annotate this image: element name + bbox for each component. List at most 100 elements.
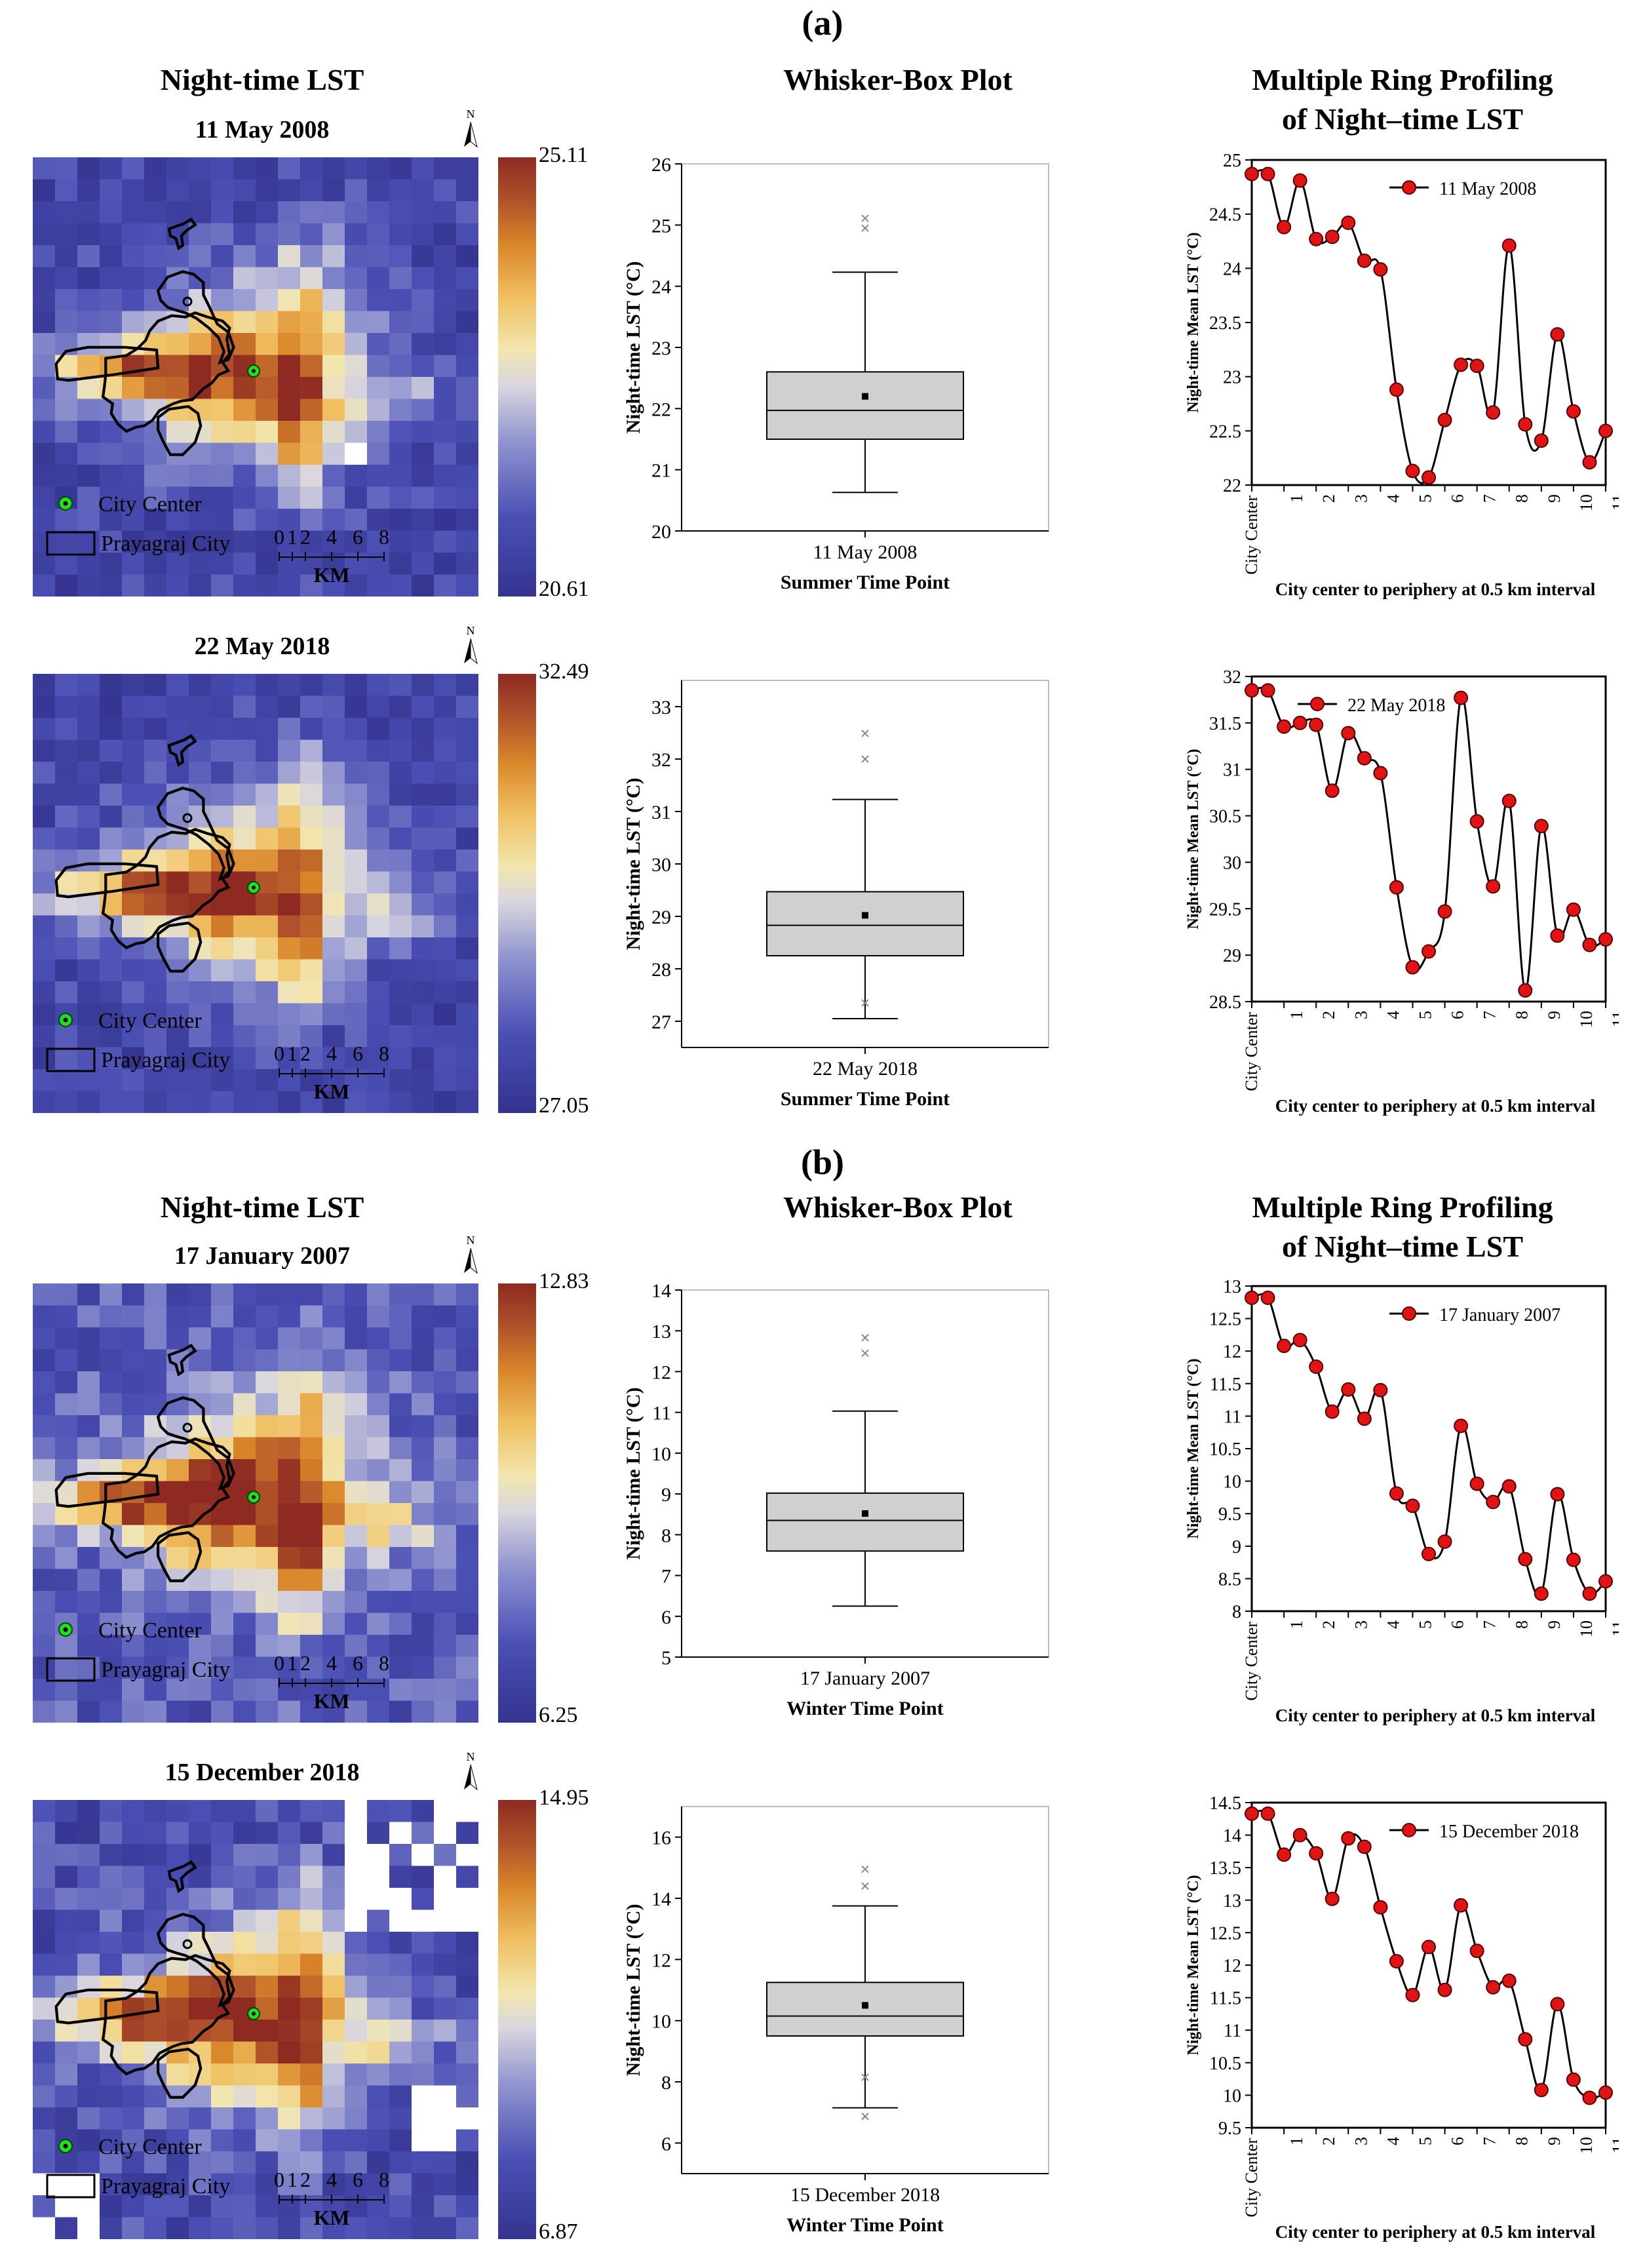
lst-cell [367, 311, 390, 334]
ring-header-line2: of Night–time LST [1282, 1230, 1523, 1263]
lst-cell [434, 1003, 457, 1026]
lst-cell [345, 465, 368, 488]
data-point [1357, 751, 1372, 766]
lst-cell [256, 893, 279, 916]
lst-cell [211, 245, 234, 268]
lst-cell [211, 718, 234, 741]
lst-cell [278, 486, 301, 509]
lst-cell [144, 806, 167, 829]
lst-cell [300, 201, 323, 224]
lst-cell [256, 223, 279, 246]
lst-cell [100, 1822, 123, 1845]
lst-cell [389, 674, 412, 697]
section-a-label: (a) [802, 3, 843, 43]
lst-cell [256, 289, 279, 312]
lst-cell [122, 1069, 145, 1092]
lst-cell [434, 2020, 457, 2043]
lst-cell [412, 355, 435, 378]
lst-cell [122, 1700, 145, 1723]
lst-cell [55, 915, 78, 938]
lst-cell [256, 850, 279, 872]
lst-cell [322, 1953, 345, 1976]
lst-cell [456, 674, 478, 697]
lst-cell [278, 1844, 301, 1867]
mean-marker [862, 912, 868, 919]
lst-cell [300, 2041, 323, 2064]
box-iqr [766, 1982, 964, 2037]
scale-tick-label: 1 [287, 525, 298, 549]
scale-tick-label: 2 [300, 1042, 311, 1065]
lst-cell [166, 937, 189, 960]
lst-cell [456, 937, 478, 960]
lst-cell [55, 1844, 78, 1867]
lst-cell [233, 1437, 256, 1460]
lst-cell [300, 1305, 323, 1328]
lst-cell [345, 1953, 368, 1976]
data-point [1534, 433, 1549, 448]
lst-cell [55, 1800, 78, 1823]
lst-cell [256, 1953, 279, 1976]
lst-cell [144, 574, 167, 596]
lst-cell [55, 1569, 78, 1592]
lst-cell [322, 1069, 345, 1092]
lst-cell [367, 827, 390, 850]
y-tick-label: 28.5 [1209, 992, 1241, 1013]
y-tick-label: 30 [1223, 853, 1241, 873]
lst-cell [300, 486, 323, 509]
lst-cell [55, 2195, 78, 2218]
lst-cell [389, 1909, 412, 1932]
lst-cell [211, 1888, 234, 1911]
lst-cell [367, 1888, 390, 1911]
lst-cell [300, 223, 323, 246]
lst-cell [211, 2217, 234, 2239]
lst-cell [456, 1437, 478, 1460]
lst-cell [278, 739, 301, 762]
lst-cell [233, 1503, 256, 1526]
lst-cell [434, 718, 457, 741]
lst-cell [367, 1503, 390, 1526]
lst-cell [33, 850, 56, 872]
lst-cell [189, 2129, 212, 2152]
lst-cell [100, 201, 123, 224]
data-point [1582, 937, 1597, 952]
data-point [1501, 1479, 1517, 1494]
lst-cell [233, 223, 256, 246]
x-tick-label: City Center [1242, 1012, 1261, 1091]
lst-cell [367, 509, 390, 532]
lst-cell [233, 1283, 256, 1306]
lst-cell [55, 465, 78, 488]
lst-cell [300, 915, 323, 938]
lst-cell [122, 1866, 145, 1888]
lst-cell [278, 2020, 301, 2043]
data-point [1309, 717, 1324, 732]
lst-cell [77, 1569, 100, 1592]
lst-cell [256, 1569, 279, 1592]
lst-cell [144, 783, 167, 806]
lst-cell [100, 509, 123, 532]
colorbar-min-label: 6.87 [539, 2219, 578, 2244]
lst-cell [55, 201, 78, 224]
lst-cell [55, 1091, 78, 1113]
lst-cell [166, 201, 189, 224]
lst-cell [189, 2195, 212, 2218]
lst-cell [434, 2107, 457, 2130]
x-tick-label: 9 [1545, 1620, 1564, 1629]
lst-cell [322, 871, 345, 894]
y-tick-label: 5 [661, 1647, 671, 1669]
lst-cell [456, 2195, 478, 2218]
lst-cell [456, 1025, 478, 1048]
lst-cell [122, 1393, 145, 1416]
lst-cell [434, 695, 457, 718]
data-point [1582, 2090, 1597, 2105]
lst-cell [345, 959, 368, 982]
lst-cell [322, 1997, 345, 2020]
lst-cell [412, 2151, 435, 2174]
lst-cell [300, 1844, 323, 1867]
lst-cell [233, 806, 256, 829]
lst-cell [412, 1003, 435, 1026]
lst-cell [345, 1932, 368, 1955]
lst-cell [434, 1327, 457, 1350]
lst-cell [389, 1349, 412, 1372]
lst-cell [256, 1591, 279, 1614]
